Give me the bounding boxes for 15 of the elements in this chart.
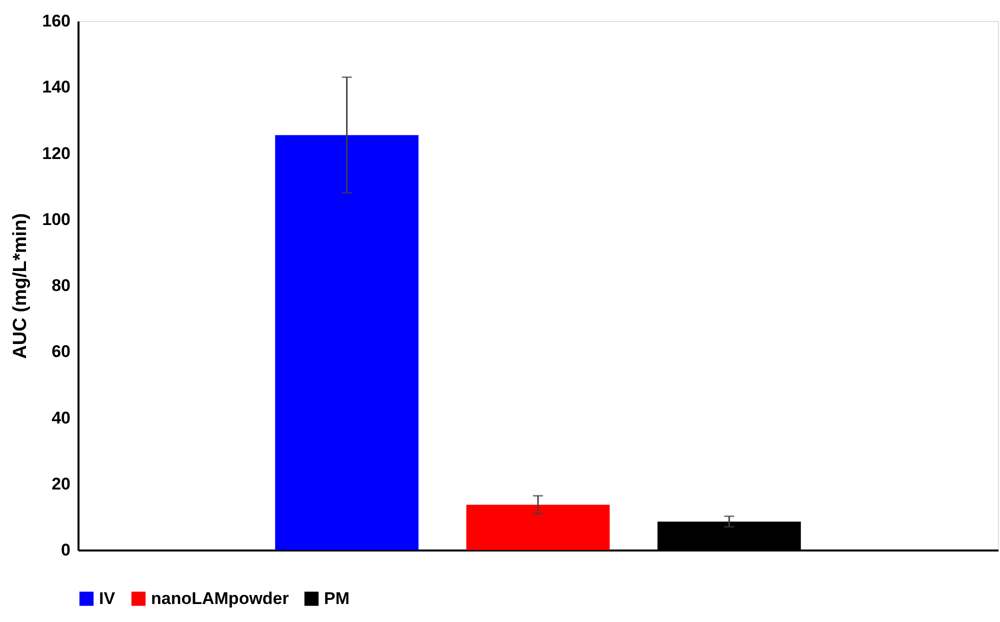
y-tick-label: 60 <box>52 342 70 362</box>
y-tick-label: 20 <box>52 474 70 494</box>
y-tick-label: 160 <box>42 12 70 30</box>
y-tick-label: 80 <box>52 276 70 295</box>
legend-label: nanoLAMpowder <box>151 588 290 608</box>
legend-label: IV <box>99 588 116 608</box>
y-tick-label: 0 <box>61 540 70 560</box>
bar <box>466 504 610 550</box>
y-tick-label: 40 <box>52 408 70 428</box>
y-tick-label: 120 <box>42 144 70 163</box>
y-axis-title: AUC (mg/L*min) <box>10 213 32 359</box>
legend-label: PM <box>324 588 350 608</box>
bar <box>275 135 419 550</box>
y-tick-label: 100 <box>42 210 70 229</box>
y-tick-label: 140 <box>42 78 70 97</box>
